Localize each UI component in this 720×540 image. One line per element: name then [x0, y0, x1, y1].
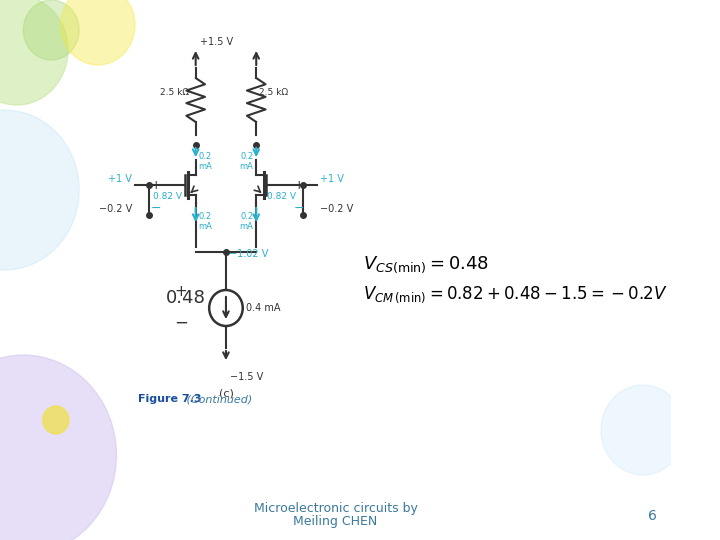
Circle shape	[60, 0, 135, 65]
Text: +1 V: +1 V	[109, 174, 132, 184]
Text: (c): (c)	[218, 388, 233, 398]
Circle shape	[0, 0, 68, 105]
Text: −0.2 V: −0.2 V	[320, 204, 353, 214]
Text: +: +	[175, 284, 188, 299]
Text: −0.2 V: −0.2 V	[99, 204, 132, 214]
Text: 0.2
mA: 0.2 mA	[199, 152, 212, 171]
Text: Meiling CHEN: Meiling CHEN	[293, 515, 377, 528]
Text: 0.2
mA: 0.2 mA	[240, 212, 253, 232]
Text: −: −	[151, 202, 161, 215]
Circle shape	[0, 110, 79, 270]
Text: $V_{CS(\mathrm{min})} = 0.48$: $V_{CS(\mathrm{min})} = 0.48$	[364, 255, 490, 275]
Circle shape	[23, 0, 79, 60]
Text: 0.2
mA: 0.2 mA	[240, 152, 253, 171]
Text: Figure 7.3: Figure 7.3	[138, 394, 202, 404]
Text: −1.02 V: −1.02 V	[229, 249, 268, 259]
Text: +1 V: +1 V	[320, 174, 343, 184]
Text: +: +	[151, 179, 161, 192]
Text: $V_{CM\,(\mathrm{min})} = 0.82 + 0.48 - 1.5 = -0.2V$: $V_{CM\,(\mathrm{min})} = 0.82 + 0.48 - …	[364, 285, 668, 305]
Text: 0.2
mA: 0.2 mA	[199, 212, 212, 232]
Text: (Continued): (Continued)	[183, 394, 252, 404]
Circle shape	[0, 355, 117, 540]
Text: Microelectronic circuits by: Microelectronic circuits by	[253, 502, 418, 515]
Text: 0.82 V: 0.82 V	[267, 192, 297, 201]
Circle shape	[43, 406, 69, 434]
Text: 0.82 V: 0.82 V	[153, 192, 182, 201]
Text: 2.5 kΩ: 2.5 kΩ	[161, 88, 189, 97]
Text: −: −	[294, 202, 304, 215]
Circle shape	[601, 385, 685, 475]
Text: +: +	[294, 179, 304, 192]
Text: −: −	[174, 314, 188, 332]
Text: −1.5 V: −1.5 V	[230, 372, 263, 382]
Text: 0.4 mA: 0.4 mA	[246, 303, 281, 313]
Text: 2.5 kΩ: 2.5 kΩ	[259, 88, 288, 97]
Text: 6: 6	[648, 509, 657, 523]
Text: 0.48: 0.48	[166, 289, 205, 307]
Text: +1.5 V: +1.5 V	[200, 37, 233, 47]
